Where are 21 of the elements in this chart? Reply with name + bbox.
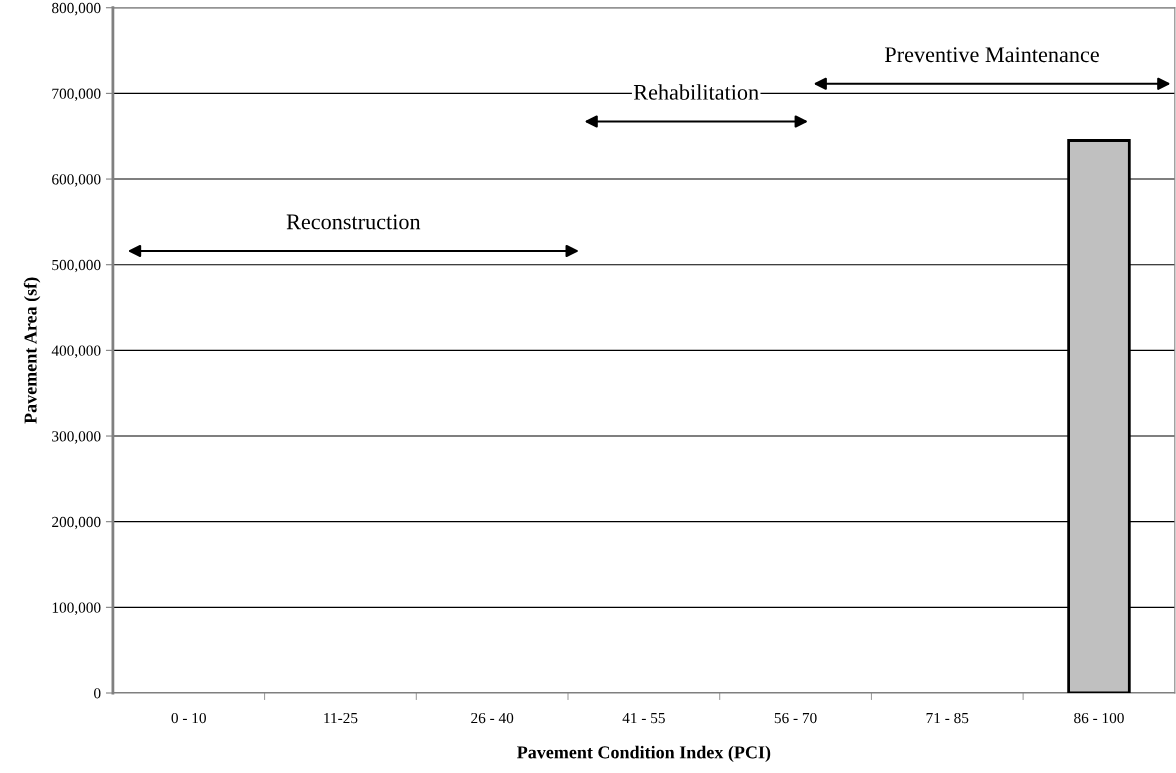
- annotation: Reconstruction: [286, 214, 421, 230]
- y-tick-label: 0: [94, 688, 101, 699]
- x-tick-label: 26 - 40: [471, 712, 514, 724]
- y-tick-label: 600,000: [52, 174, 101, 187]
- y-tick-label: 400,000: [51, 345, 101, 359]
- x-tick-label: 86 - 100: [1074, 712, 1124, 724]
- y-tick-label: 500,000: [52, 259, 101, 273]
- y-axis-title: Pavement Area (sf): [23, 277, 41, 424]
- x-tick-label: 71 - 85: [926, 712, 969, 724]
- y-tick-label: 100,000: [52, 602, 101, 615]
- y-tick-label: 300,000: [52, 431, 101, 444]
- x-axis-title: Pavement Condition Index (PCI): [517, 745, 771, 763]
- annotation: Preventive Maintenance: [884, 47, 1099, 63]
- x-tick-label: 11-25: [324, 712, 358, 724]
- y-tick-label: 800,000: [52, 2, 101, 16]
- annotation: Rehabilitation: [633, 84, 759, 100]
- x-tick-label: 0 - 10: [171, 712, 206, 724]
- y-tick-label: 200,000: [52, 516, 101, 530]
- x-tick-label: 41 - 55: [622, 712, 665, 724]
- x-tick-label: 56 - 70: [774, 712, 817, 724]
- y-tick-label: 700,000: [52, 88, 101, 102]
